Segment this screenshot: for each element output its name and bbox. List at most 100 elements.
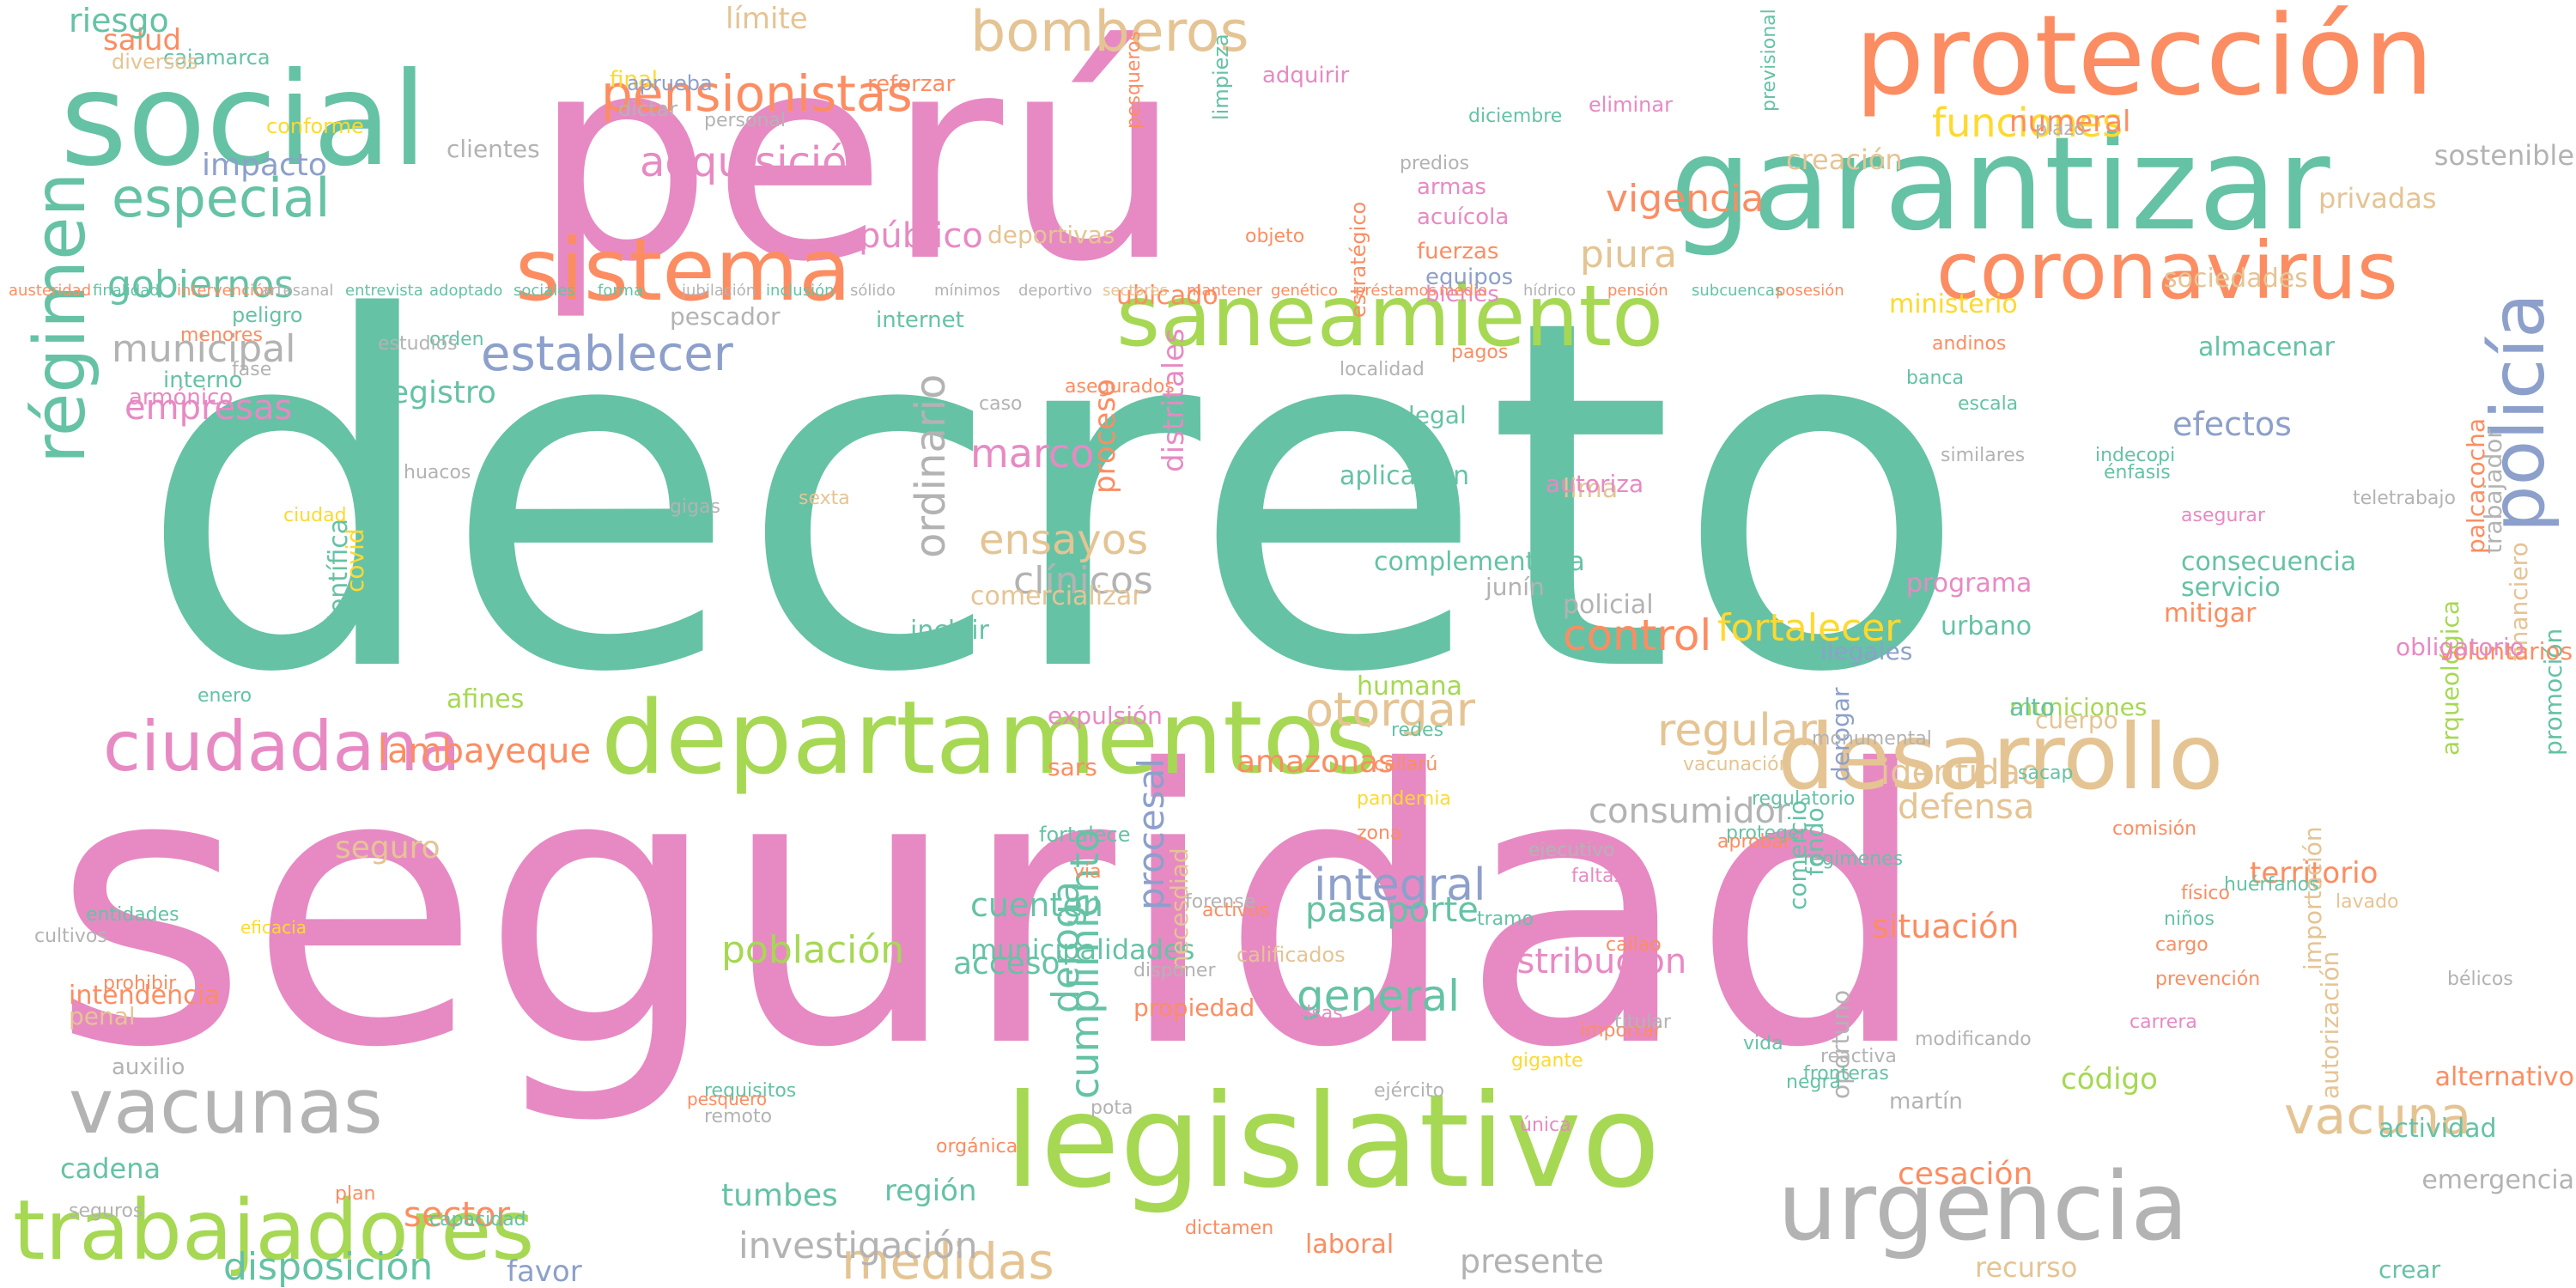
cloud-word: ilegales	[1820, 637, 1913, 665]
cloud-word: lambayeque	[378, 732, 592, 771]
cloud-word: equipos	[1425, 264, 1514, 290]
cloud-word: capacidad	[429, 1209, 526, 1230]
cloud-word: garantizar	[1670, 110, 2330, 259]
cloud-word: piura	[1580, 233, 1678, 276]
cloud-word: alto	[2009, 693, 2056, 721]
cloud-word: cesación	[1898, 1157, 2033, 1192]
cloud-word: armas	[1417, 174, 1486, 200]
cloud-word: orden	[429, 329, 484, 350]
cloud-word: investigación	[738, 1224, 978, 1267]
cloud-word: estudios	[378, 333, 458, 355]
cloud-word: perú	[532, 0, 1183, 324]
cloud-word: saneamiento	[1116, 268, 1664, 366]
cloud-word: código	[2061, 1062, 2158, 1097]
cloud-word: localidad	[1340, 359, 1425, 380]
cloud-word: límite	[726, 2, 808, 36]
cloud-word: almacenar	[2198, 332, 2336, 362]
cloud-word: pasaporte	[1305, 890, 1479, 930]
cloud-word: finalidad	[93, 282, 160, 300]
cloud-word: armónico	[129, 385, 234, 410]
cloud-word: pescador	[670, 302, 781, 331]
cloud-word: sostenible	[2433, 139, 2574, 172]
cloud-word: eficacia	[240, 917, 307, 938]
cloud-word: previsional	[1759, 9, 1780, 112]
cloud-word: tumbes	[721, 1178, 838, 1213]
cloud-word: complementaria	[1374, 547, 1585, 577]
cloud-word: interno	[163, 368, 243, 393]
cloud-word: legal	[1408, 401, 1467, 429]
cloud-word: plazo	[2035, 118, 2086, 140]
cloud-word: pensionistas	[601, 64, 913, 123]
cloud-word: público	[859, 216, 983, 256]
cloud-word: final	[610, 67, 659, 93]
cloud-word: auxilio	[112, 1054, 185, 1080]
cloud-word: vía	[1073, 861, 1102, 883]
cloud-word: modificando	[1915, 1029, 2032, 1050]
cloud-word: sector	[404, 1195, 511, 1235]
cloud-word: fortalecer	[1717, 606, 1901, 650]
cloud-word: lavado	[2336, 891, 2399, 913]
cloud-word: funciones	[1932, 100, 2123, 146]
cloud-word: pensión	[1607, 282, 1668, 300]
cloud-word: consecuencia	[2181, 547, 2357, 577]
cloud-word: teletrabajo	[2353, 488, 2456, 509]
cloud-word: huacos	[404, 462, 471, 483]
cloud-word: dictar	[618, 97, 678, 121]
cloud-word: hídrico	[1523, 282, 1577, 300]
cloud-word: coronavirus	[1936, 225, 2398, 317]
cloud-word: estratégico	[1346, 201, 1370, 318]
cloud-word: medidas	[841, 1232, 1054, 1288]
cloud-word: subcuencas	[1692, 282, 1783, 300]
cloud-word: menores	[180, 325, 263, 346]
cloud-word: jubilación	[682, 282, 756, 300]
cloud-word: municiones	[2009, 693, 2148, 721]
cloud-word: lima	[1563, 474, 1619, 504]
cloud-word: cuentas	[1288, 504, 1390, 534]
cloud-word: territorio	[2250, 856, 2379, 890]
cloud-word: ministerio	[1889, 289, 2018, 319]
cloud-word: comisión	[2112, 818, 2197, 840]
cloud-word: pota	[1091, 1097, 1133, 1119]
cloud-word: obligatorio	[2396, 633, 2524, 661]
cloud-word: niños	[2164, 908, 2215, 930]
cloud-word: préstamos	[1355, 282, 1437, 300]
cloud-word: palcacocha	[2462, 417, 2490, 554]
cloud-word: laboral	[1305, 1230, 1394, 1260]
cloud-word: disposición	[223, 1245, 434, 1288]
cloud-word: cultivos	[34, 926, 107, 947]
cloud-word: adquirir	[1262, 63, 1350, 88]
cloud-word: limpieza	[1209, 33, 1233, 120]
cloud-word: sociales	[513, 282, 575, 300]
cloud-word: aprobar	[1717, 831, 1791, 853]
cloud-word: clínicos	[1013, 559, 1153, 603]
cloud-word: social	[60, 46, 428, 195]
cloud-word: ubicado	[1116, 281, 1218, 311]
cloud-word: decreto	[137, 218, 1969, 778]
cloud-word: favor	[507, 1255, 582, 1288]
cloud-word: regular	[1657, 705, 1817, 756]
cloud-word: población	[721, 928, 905, 972]
cloud-word: objeto	[1245, 226, 1305, 247]
cloud-word: arqueológica	[2436, 599, 2464, 756]
cloud-word: cuenten	[970, 886, 1103, 924]
cloud-word: forma	[598, 282, 643, 300]
cloud-word: acuícola	[1417, 204, 1510, 230]
cloud-word: callarú	[1374, 754, 1438, 775]
cloud-word: fortalece	[1039, 823, 1131, 847]
cloud-word: vigencia	[1606, 177, 1765, 221]
cloud-word: única	[1520, 1115, 1571, 1136]
cloud-word: propiedad	[1133, 993, 1255, 1022]
cloud-word: ejecutivo	[1528, 840, 1615, 861]
cloud-word: fuerzas	[1417, 239, 1499, 264]
cloud-word: gigante	[1511, 1050, 1583, 1072]
cloud-word: servicio	[2181, 573, 2281, 603]
cloud-word: vacunas	[69, 1062, 383, 1151]
cloud-word: distribución	[1485, 942, 1687, 981]
cloud-word: regulatorio	[1752, 788, 1856, 810]
cloud-word: trabajadores	[13, 1182, 535, 1279]
cloud-word: adoptado	[429, 282, 503, 300]
cloud-word: falsas	[1288, 1003, 1343, 1024]
cloud-word: mitigar	[2164, 598, 2257, 629]
cloud-word: fase	[232, 359, 272, 380]
cloud-word: gobiernos	[107, 263, 295, 307]
